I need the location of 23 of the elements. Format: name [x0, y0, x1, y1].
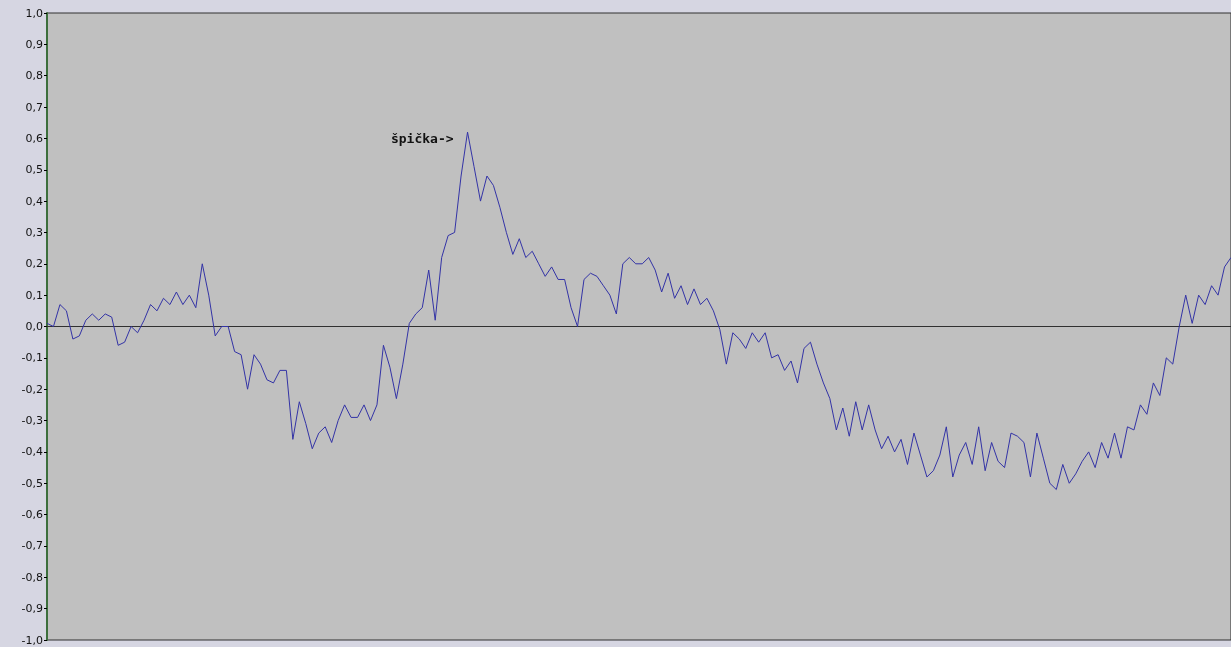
y-tick-label: 0,6	[25, 131, 43, 145]
y-tick-label: -0,4	[21, 445, 43, 459]
y-tick-label: -1,0	[21, 633, 43, 647]
y-tick-label: 0,3	[25, 225, 43, 239]
y-tick-label: -0,8	[21, 570, 43, 584]
annotation: špička->	[390, 130, 454, 146]
y-tick-label: 0,2	[25, 257, 43, 271]
line-series	[46, 131, 1231, 491]
y-tick-label: -0,5	[21, 476, 43, 490]
y-tick-label: -0,1	[21, 351, 43, 365]
y-tick-label: -0,7	[21, 539, 43, 553]
y-tick-label: 0,4	[25, 194, 43, 208]
y-tick-label: -0,2	[21, 382, 43, 396]
y-tick-label: 0,9	[25, 37, 43, 51]
y-tick-label: -0,3	[21, 414, 43, 428]
y-tick-label: 0,8	[25, 69, 43, 83]
y-tick-label: 1,0	[25, 6, 43, 20]
y-tick-label: -0,9	[21, 602, 43, 616]
y-tick-label: 0,7	[25, 100, 43, 114]
y-tick-label: 0,1	[25, 288, 43, 302]
y-tick-label: -0,6	[21, 508, 43, 522]
y-tick-label: 0,5	[25, 163, 43, 177]
y-tick-label: 0,0	[25, 320, 43, 333]
